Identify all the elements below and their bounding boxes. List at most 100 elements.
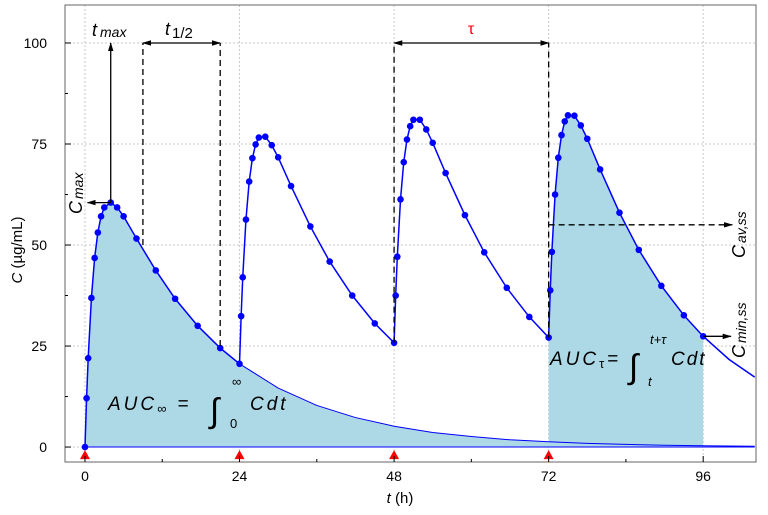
data-point <box>680 312 688 319</box>
data-point <box>596 166 604 173</box>
y-tick-label: 100 <box>24 35 48 51</box>
y-tick-label: 25 <box>31 338 47 354</box>
data-point <box>261 133 269 141</box>
auc-inf-rhs: Cdt <box>250 394 289 415</box>
data-point <box>113 204 121 211</box>
auc-inf-formula: AUC∞ = ∫ ∞ 0 Cdt <box>107 374 289 431</box>
auc-inf-lhs: AUC∞ = <box>107 394 192 416</box>
auc-tau-lhs: AUCτ= <box>549 349 621 371</box>
data-point <box>81 443 89 451</box>
data-point <box>410 116 417 124</box>
data-point <box>406 122 414 130</box>
auc-fills <box>84 115 755 448</box>
plot-frame <box>64 4 757 463</box>
y-axis-label: C (µg/mL) <box>9 217 26 284</box>
auc-tau-formula: AUCτ= ∫ t+τ t Cdt <box>549 332 707 389</box>
dose-marker <box>234 450 245 460</box>
axes: 0 24 48 72 96 0 25 50 75 100 <box>24 35 712 484</box>
data-point <box>239 274 247 281</box>
data-point <box>554 154 562 162</box>
data-point <box>480 248 488 256</box>
data-point <box>237 312 245 320</box>
data-point <box>268 141 276 149</box>
data-point <box>442 169 449 177</box>
data-point <box>583 135 591 143</box>
data-points <box>79 112 707 460</box>
data-point <box>152 267 160 274</box>
data-point <box>100 204 108 211</box>
x-tick-label: 72 <box>541 468 557 484</box>
data-point <box>236 360 243 368</box>
data-point <box>558 131 565 139</box>
data-point <box>91 254 98 262</box>
data-point <box>88 294 95 302</box>
cmax-label: Cmax <box>66 172 86 214</box>
data-point <box>249 154 256 162</box>
cav-label: Cav,ss <box>729 211 749 258</box>
data-point <box>83 394 90 402</box>
auc-tau-upper-limit: t+τ <box>650 332 667 347</box>
x-tick-label: 48 <box>386 468 402 484</box>
integral-sign: ∫ <box>208 392 221 430</box>
data-point <box>616 209 623 216</box>
data-point <box>274 154 282 161</box>
data-point <box>422 126 430 133</box>
annotations <box>86 40 734 347</box>
tmax-label: t max <box>92 20 127 40</box>
dose-marker <box>543 450 554 460</box>
data-point <box>397 196 404 203</box>
data-point <box>393 253 401 261</box>
auc-inf-lower-limit: 0 <box>230 416 237 431</box>
data-point <box>416 116 424 124</box>
data-point <box>577 122 585 129</box>
y-tick-label: 50 <box>31 237 47 253</box>
data-point <box>548 248 556 256</box>
dose-marker <box>79 450 90 460</box>
data-point <box>526 313 533 321</box>
data-point <box>245 178 253 185</box>
data-point <box>546 286 554 294</box>
data-point <box>564 112 572 119</box>
tau-label: τ <box>468 21 475 38</box>
integral-sign: ∫ <box>627 348 640 386</box>
y-tick-label: 0 <box>39 439 47 455</box>
x-tick-label: 24 <box>232 468 248 484</box>
data-point <box>429 139 437 147</box>
data-point <box>216 344 224 352</box>
x-tick-label: 0 <box>81 468 89 484</box>
data-point <box>400 158 408 166</box>
thalf-label: t 1/2 <box>165 19 193 42</box>
data-point <box>194 322 201 330</box>
data-point <box>503 284 511 292</box>
auc-inf-area <box>84 202 755 448</box>
data-point <box>97 213 105 220</box>
data-point <box>242 216 250 223</box>
data-point <box>326 258 333 265</box>
data-point <box>307 223 314 230</box>
data-point <box>371 320 379 327</box>
cmin-label: Cmin,ss <box>729 303 749 358</box>
data-point <box>461 211 469 219</box>
data-point <box>551 191 559 198</box>
single-dose-curve <box>219 347 755 447</box>
x-tick-label: 96 <box>695 468 711 484</box>
data-point <box>252 141 259 148</box>
data-point <box>348 292 356 299</box>
data-point <box>403 136 411 143</box>
data-point <box>561 118 569 125</box>
dose-marker <box>389 450 400 460</box>
data-point <box>392 292 399 299</box>
auc-tau-lower-limit: t <box>648 374 653 389</box>
data-point <box>658 282 665 290</box>
auc-tau-area <box>548 115 704 448</box>
y-tick-label: 75 <box>31 136 47 152</box>
auc-inf-upper-limit: ∞ <box>232 374 241 389</box>
data-point <box>120 213 127 220</box>
data-point <box>287 182 295 190</box>
data-point <box>635 246 643 254</box>
data-point <box>84 354 92 362</box>
data-point <box>133 235 140 242</box>
data-point <box>171 295 179 303</box>
auc-tau-rhs: Cdt <box>671 349 707 370</box>
